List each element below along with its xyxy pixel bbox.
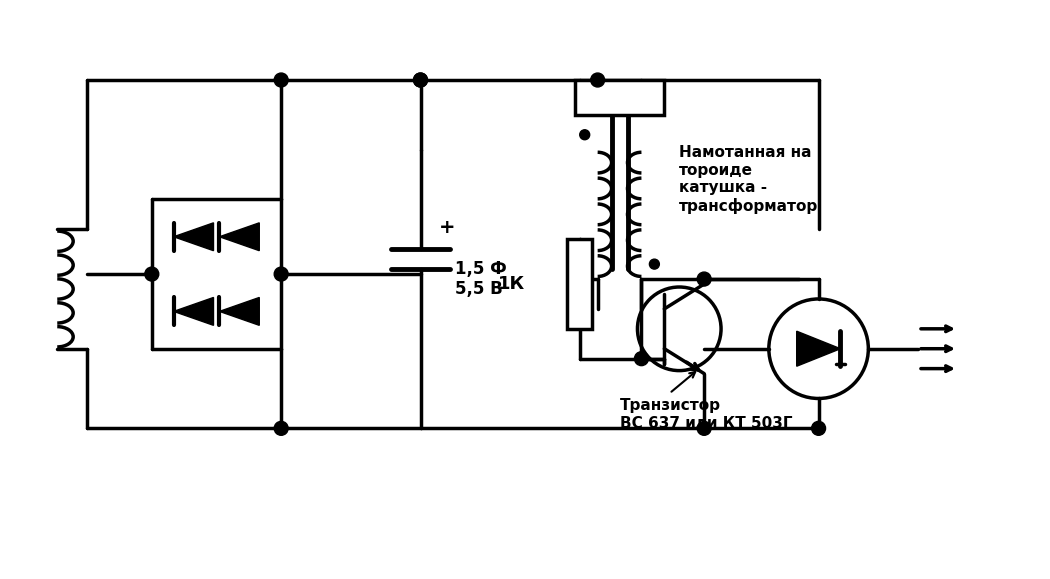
Circle shape: [634, 351, 649, 365]
Polygon shape: [173, 223, 213, 251]
Circle shape: [812, 422, 825, 435]
Circle shape: [145, 267, 159, 281]
Circle shape: [414, 73, 427, 87]
Circle shape: [697, 272, 711, 286]
Polygon shape: [219, 298, 259, 325]
Text: 1,5 Ф
5,5 В: 1,5 Ф 5,5 В: [456, 259, 507, 298]
Circle shape: [649, 259, 659, 269]
Text: 1К: 1К: [498, 275, 525, 293]
Polygon shape: [219, 223, 259, 251]
FancyBboxPatch shape: [574, 80, 665, 115]
Circle shape: [591, 73, 605, 87]
Circle shape: [274, 73, 288, 87]
Text: Транзистор
ВС 637 или КТ 503Г: Транзистор ВС 637 или КТ 503Г: [620, 398, 792, 431]
Circle shape: [274, 267, 288, 281]
Circle shape: [274, 422, 288, 435]
Circle shape: [580, 130, 590, 140]
FancyBboxPatch shape: [567, 239, 592, 329]
Text: +: +: [439, 218, 455, 237]
Polygon shape: [797, 331, 840, 367]
Circle shape: [697, 422, 711, 435]
Polygon shape: [173, 298, 213, 325]
Text: Намотанная на
тороиде
катушка -
трансформатор: Намотанная на тороиде катушка - трансфор…: [679, 145, 819, 214]
Circle shape: [414, 73, 427, 87]
